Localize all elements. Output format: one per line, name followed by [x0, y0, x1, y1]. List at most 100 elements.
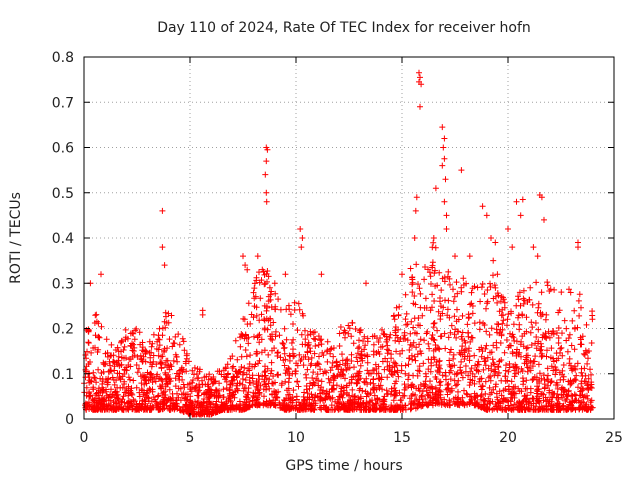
data-point [191, 364, 198, 371]
data-point [511, 401, 518, 408]
data-point [538, 350, 545, 357]
data-point [519, 333, 526, 340]
data-point [95, 385, 102, 392]
x-tick-label: 25 [605, 430, 623, 446]
data-point [572, 397, 579, 404]
data-point [293, 396, 300, 403]
data-point [164, 345, 171, 352]
data-point [423, 304, 430, 311]
data-point [503, 337, 510, 343]
data-point [543, 333, 549, 340]
data-point [491, 282, 498, 289]
data-point [127, 376, 133, 383]
data-point [413, 194, 420, 201]
data-point [360, 399, 367, 406]
data-point [302, 336, 309, 343]
data-point [411, 353, 418, 360]
data-point [510, 384, 517, 391]
data-point [478, 344, 485, 351]
data-point [403, 321, 410, 328]
data-point [281, 350, 288, 357]
data-point [474, 393, 481, 400]
data-point [508, 378, 515, 385]
data-point [130, 348, 137, 354]
y-axis-label: ROTI / TECUs [8, 192, 24, 284]
data-point [441, 274, 448, 281]
data-point [351, 399, 358, 406]
data-point [331, 375, 338, 382]
data-point [127, 342, 134, 349]
data-point [148, 405, 155, 412]
data-point [482, 378, 489, 385]
data-point [372, 361, 379, 368]
data-point [296, 351, 303, 358]
data-point [536, 370, 543, 377]
data-point [278, 382, 285, 389]
data-point [399, 271, 405, 278]
data-point [538, 289, 545, 296]
data-point [299, 310, 306, 317]
data-point [345, 330, 352, 337]
data-point [571, 391, 578, 398]
data-point [395, 311, 402, 318]
data-point [579, 333, 586, 340]
data-point [478, 383, 484, 390]
data-point [550, 355, 556, 362]
data-point [520, 300, 527, 307]
data-point [483, 212, 490, 219]
data-point [442, 297, 448, 304]
data-point [388, 385, 395, 392]
data-point [469, 285, 476, 292]
data-point [416, 363, 423, 370]
data-point [528, 319, 535, 326]
data-point [434, 345, 441, 351]
data-point [527, 359, 534, 366]
data-point [264, 146, 271, 153]
data-point [275, 296, 282, 303]
data-point [494, 299, 501, 306]
data-point [543, 403, 550, 410]
data-point [402, 384, 409, 391]
data-point [559, 352, 566, 359]
data-point [493, 344, 500, 351]
data-point [383, 338, 390, 345]
data-point [494, 394, 500, 401]
data-point [133, 362, 140, 368]
data-point [544, 282, 551, 289]
data-point [349, 386, 356, 393]
y-tick-label: 0.7 [52, 95, 74, 111]
data-point [390, 397, 397, 404]
data-point [531, 358, 538, 365]
data-point [297, 357, 304, 364]
data-point [496, 369, 502, 376]
data-point [480, 366, 487, 373]
data-point [394, 369, 401, 376]
data-point [266, 376, 273, 383]
data-point [515, 385, 522, 392]
data-point [223, 374, 230, 381]
data-point [430, 320, 437, 327]
data-point [568, 402, 575, 409]
data-point [304, 390, 311, 397]
data-point [508, 342, 514, 349]
data-point [541, 216, 547, 223]
data-point [510, 321, 517, 328]
data-point [417, 290, 424, 297]
data-point [517, 341, 524, 348]
data-point [509, 349, 516, 355]
data-point [384, 390, 391, 397]
data-point [202, 381, 209, 388]
y-tick-label: 0 [65, 412, 74, 428]
data-point [439, 162, 446, 169]
data-point [563, 325, 570, 332]
data-point [254, 253, 261, 260]
data-point [507, 330, 513, 337]
data-point [226, 387, 233, 394]
data-point [128, 385, 135, 392]
data-point [120, 393, 127, 400]
data-point [253, 348, 260, 355]
data-point [544, 376, 551, 383]
data-point [134, 353, 141, 360]
data-point [487, 280, 493, 287]
data-point [239, 332, 246, 339]
